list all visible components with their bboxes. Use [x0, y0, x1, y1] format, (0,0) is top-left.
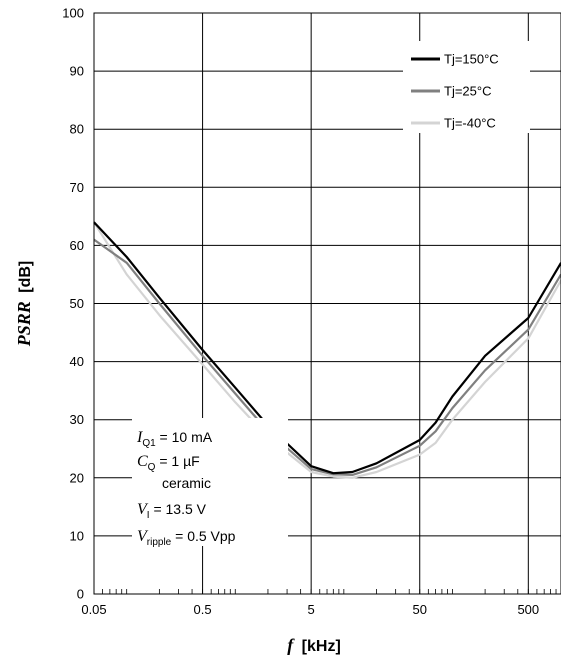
series-line: [93, 221, 561, 479]
y-axis-unit: [dB]: [17, 261, 34, 293]
y-tick-label: 0: [77, 587, 84, 602]
legend-background: [403, 41, 530, 133]
series-layer: [93, 221, 561, 479]
y-tick-label: 70: [70, 180, 84, 195]
legend-label: Tj=150°C: [444, 52, 499, 67]
x-tick-label: 500: [517, 602, 539, 617]
x-tick-label: 5: [308, 602, 315, 617]
x-tick-label: 0.05: [81, 602, 106, 617]
y-tick-label: 80: [70, 122, 84, 137]
x-axis-symbol: f: [287, 635, 295, 655]
y-tick-label: 40: [70, 354, 84, 369]
series-line: [93, 221, 561, 475]
plot-frame: [93, 12, 561, 595]
legend-label: Tj=-40°C: [444, 116, 496, 131]
tick-labels: 0 10 20 30 40 50 60 70 80 90 100 0.05 0.5 5 50 500: [62, 6, 539, 618]
y-tick-label: 60: [70, 238, 84, 253]
conditions-annotation: IQ1 = 10 mA CQ = 1 µF ceramic VI = 13.5 V Vr…: [132, 418, 288, 548]
annotation-line: ceramic: [162, 475, 211, 491]
series-line: [93, 238, 561, 476]
legend: Tj=150°C Tj=25°C Tj=-40°C: [403, 41, 530, 133]
annotation-background: [132, 418, 288, 546]
y-tick-label: 30: [70, 412, 84, 427]
legend-label: Tj=25°C: [444, 84, 491, 99]
annotation-line: CQ = 1 µF: [137, 453, 200, 473]
x-axis-title: f [kHz]: [287, 635, 341, 655]
y-tick-label: 20: [70, 470, 84, 485]
x-tick-label: 0.5: [194, 602, 212, 617]
annotation-line: IQ1 = 10 mA: [136, 429, 213, 449]
x-tick-label: 50: [413, 602, 427, 617]
y-tick-label: 10: [70, 528, 84, 543]
y-tick-label: 90: [70, 64, 84, 79]
y-axis-symbol: PSRR: [14, 301, 34, 347]
x-axis-unit: [kHz]: [302, 638, 341, 655]
y-tick-label: 100: [62, 6, 84, 21]
annotation-line: VI = 13.5 V: [137, 501, 207, 521]
y-axis-title: PSRR [dB]: [14, 261, 34, 347]
annotation-line: Vripple = 0.5 Vpp: [137, 528, 236, 548]
y-tick-label: 50: [70, 296, 84, 311]
